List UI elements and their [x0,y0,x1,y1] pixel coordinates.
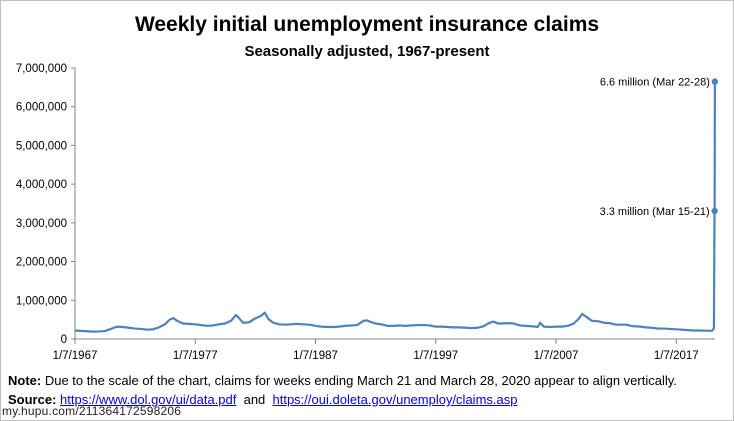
series-layer [74,81,716,333]
chart-title: Weekly initial unemployment insurance cl… [134,13,600,36]
x-tick-label: 1/7/1997 [413,350,458,362]
note-text: Due to the scale of the chart, claims fo… [41,373,677,388]
source-link-doleta[interactable]: https://oui.doleta.gov/unemploy/claims.a… [272,392,518,407]
watermark: my.hupu.com/211364172598206 [2,404,182,418]
annotation-label: 6.6 million (Mar 22-28) [600,77,710,89]
annotation-layer: 6.6 million (Mar 22-28) 3.3 million (Mar … [600,77,719,218]
source-link-dol[interactable]: https://www.dol.gov/ui/data.pdf [60,392,237,407]
source-and: and [236,392,273,407]
y-tick-label: 3,000,000 [16,218,67,230]
x-tick-label: 1/7/2007 [534,350,579,362]
y-tick-label: 0 [61,334,67,346]
y-tick-label: 2,000,000 [16,257,67,269]
series-line [74,81,716,333]
annotation-label: 3.3 million (Mar 15-21) [600,206,710,218]
y-tick-label: 5,000,000 [16,140,67,152]
x-tick-label: 1/7/2017 [654,350,699,362]
chart-subtitle: Seasonally adjusted, 1967-present [244,43,490,60]
annotation-point [711,78,719,85]
y-tick-label: 6,000,000 [16,102,67,114]
chart-note: Note: Due to the scale of the chart, cla… [8,373,677,388]
x-tick-label: 1/7/1977 [173,350,218,362]
x-tick-label: 1/7/1987 [293,350,338,362]
y-tick-label: 1,000,000 [16,295,67,307]
y-tick-label: 7,000,000 [16,63,67,75]
source-label: Source: [8,392,57,407]
chart-source: Source: https://www.dol.gov/ui/data.pdf … [8,392,517,407]
x-tick-label: 1/7/1967 [53,350,98,362]
annotation-point [711,207,718,215]
note-label: Note: [8,373,42,388]
axes: 0 1,000,000 2,000,000 3,000,000 4,000,000 5,0… [16,63,715,362]
y-tick-label: 4,000,000 [16,179,67,191]
